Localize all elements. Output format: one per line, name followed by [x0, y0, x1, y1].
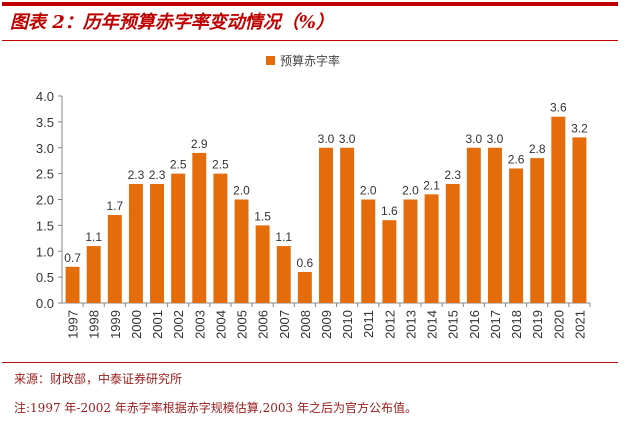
data-label-2002: 2.5 [170, 158, 187, 172]
data-label-2004: 2.5 [212, 158, 229, 172]
data-label-2012: 1.6 [381, 204, 398, 218]
data-label-2009: 3.0 [318, 132, 335, 146]
x-tick-label-2021: 2021 [572, 310, 587, 339]
data-label-2020: 3.6 [550, 101, 567, 115]
x-tick-label-2013: 2013 [403, 310, 418, 339]
data-label-2010: 3.0 [339, 132, 356, 146]
x-tick-label-2003: 2003 [192, 310, 207, 339]
data-label-2006: 1.5 [254, 209, 271, 223]
bar-1997 [65, 266, 80, 303]
x-tick-label-1997: 1997 [66, 310, 81, 339]
x-tick-label-2004: 2004 [213, 310, 228, 339]
data-label-2015: 2.3 [444, 168, 461, 182]
bar-2003 [192, 152, 207, 303]
x-tick-label-2002: 2002 [171, 310, 186, 339]
x-tick-label-2009: 2009 [319, 310, 334, 339]
data-label-2017: 3.0 [487, 132, 504, 146]
data-label-1998: 1.1 [85, 230, 102, 244]
data-label-2003: 2.9 [191, 137, 208, 151]
x-tick-label-2008: 2008 [298, 310, 313, 339]
data-label-2019: 2.8 [529, 142, 546, 156]
bar-2021 [572, 137, 587, 303]
y-tick-label: 4.0 [36, 89, 54, 104]
bar-2013 [403, 199, 418, 303]
bar-2016 [466, 147, 481, 303]
bar-2011 [361, 199, 376, 303]
x-tick-label-2001: 2001 [150, 310, 165, 339]
y-tick-label: 2.0 [36, 193, 54, 208]
bar-2005 [234, 199, 249, 303]
x-tick-label-2011: 2011 [361, 310, 376, 338]
bar-2020 [551, 116, 566, 303]
footer-rule [2, 362, 618, 363]
data-label-2021: 3.2 [571, 121, 588, 135]
bar-2015 [445, 183, 460, 303]
data-label-2000: 2.3 [128, 168, 145, 182]
data-label-2005: 2.0 [233, 184, 250, 198]
bar-2009 [319, 147, 333, 303]
bar-2019 [530, 158, 545, 303]
bar-2014 [424, 194, 439, 303]
x-tick-label-2012: 2012 [382, 310, 397, 339]
x-tick-label-1998: 1998 [87, 310, 102, 339]
x-tick-label-2015: 2015 [446, 310, 461, 339]
x-tick-label-2006: 2006 [256, 310, 271, 339]
bar-1998 [86, 246, 101, 303]
x-tick-label-2010: 2010 [340, 310, 355, 339]
x-tick-label-2007: 2007 [277, 310, 292, 339]
bar-2000 [128, 183, 143, 303]
x-tick-label-2016: 2016 [467, 310, 482, 339]
y-tick-label: 0.5 [36, 270, 54, 285]
bar-2008 [297, 271, 312, 303]
data-label-2016: 3.0 [465, 132, 482, 146]
x-tick-label-2020: 2020 [551, 310, 566, 339]
bar-2001 [150, 183, 165, 303]
data-label-2018: 2.6 [508, 152, 525, 166]
top-rule [2, 2, 618, 6]
x-tick-label-2005: 2005 [235, 310, 250, 339]
legend-label: 预算赤字率 [280, 53, 340, 68]
data-label-2011: 2.0 [360, 184, 377, 198]
bar-2002 [171, 173, 186, 303]
y-tick-label: 0.0 [36, 296, 54, 311]
data-label-1999: 1.7 [106, 199, 123, 213]
title-rule [2, 40, 618, 41]
y-tick-label: 1.0 [36, 244, 54, 259]
source-text: 来源：财政部，中泰证券研究所 [14, 372, 183, 386]
y-tick-label: 3.5 [36, 115, 54, 130]
bar-2012 [382, 220, 397, 303]
bar-2017 [487, 147, 502, 303]
data-label-2014: 2.1 [423, 178, 440, 192]
data-label-2007: 1.1 [275, 230, 292, 244]
x-tick-label-2018: 2018 [509, 310, 524, 339]
x-tick-label-2017: 2017 [488, 310, 503, 339]
data-label-2008: 0.6 [297, 256, 314, 270]
x-tick-label-2000: 2000 [129, 310, 144, 339]
figure-title: 图表 2：历年预算赤字率变动情况（%） [10, 12, 334, 33]
bar-2018 [509, 168, 524, 303]
y-tick-label: 3.0 [36, 141, 54, 156]
x-tick-label-1999: 1999 [108, 310, 123, 339]
bar-1999 [107, 215, 122, 303]
note-text: 注:1997 年-2002 年赤字率根据赤字规模估算,2003 年之后为官方公布… [14, 401, 417, 415]
x-tick-label-2014: 2014 [425, 310, 440, 339]
x-tick-label-2019: 2019 [530, 310, 545, 339]
data-label-2001: 2.3 [149, 168, 166, 182]
legend-swatch [266, 56, 275, 65]
bar-2010 [340, 147, 355, 303]
y-tick-label: 1.5 [36, 218, 54, 233]
data-label-1997: 0.7 [64, 251, 81, 265]
bar-2007 [276, 246, 291, 303]
bar-2006 [255, 225, 270, 303]
data-label-2013: 2.0 [402, 184, 419, 198]
y-tick-label: 2.5 [36, 167, 54, 182]
bar-2004 [213, 173, 228, 303]
